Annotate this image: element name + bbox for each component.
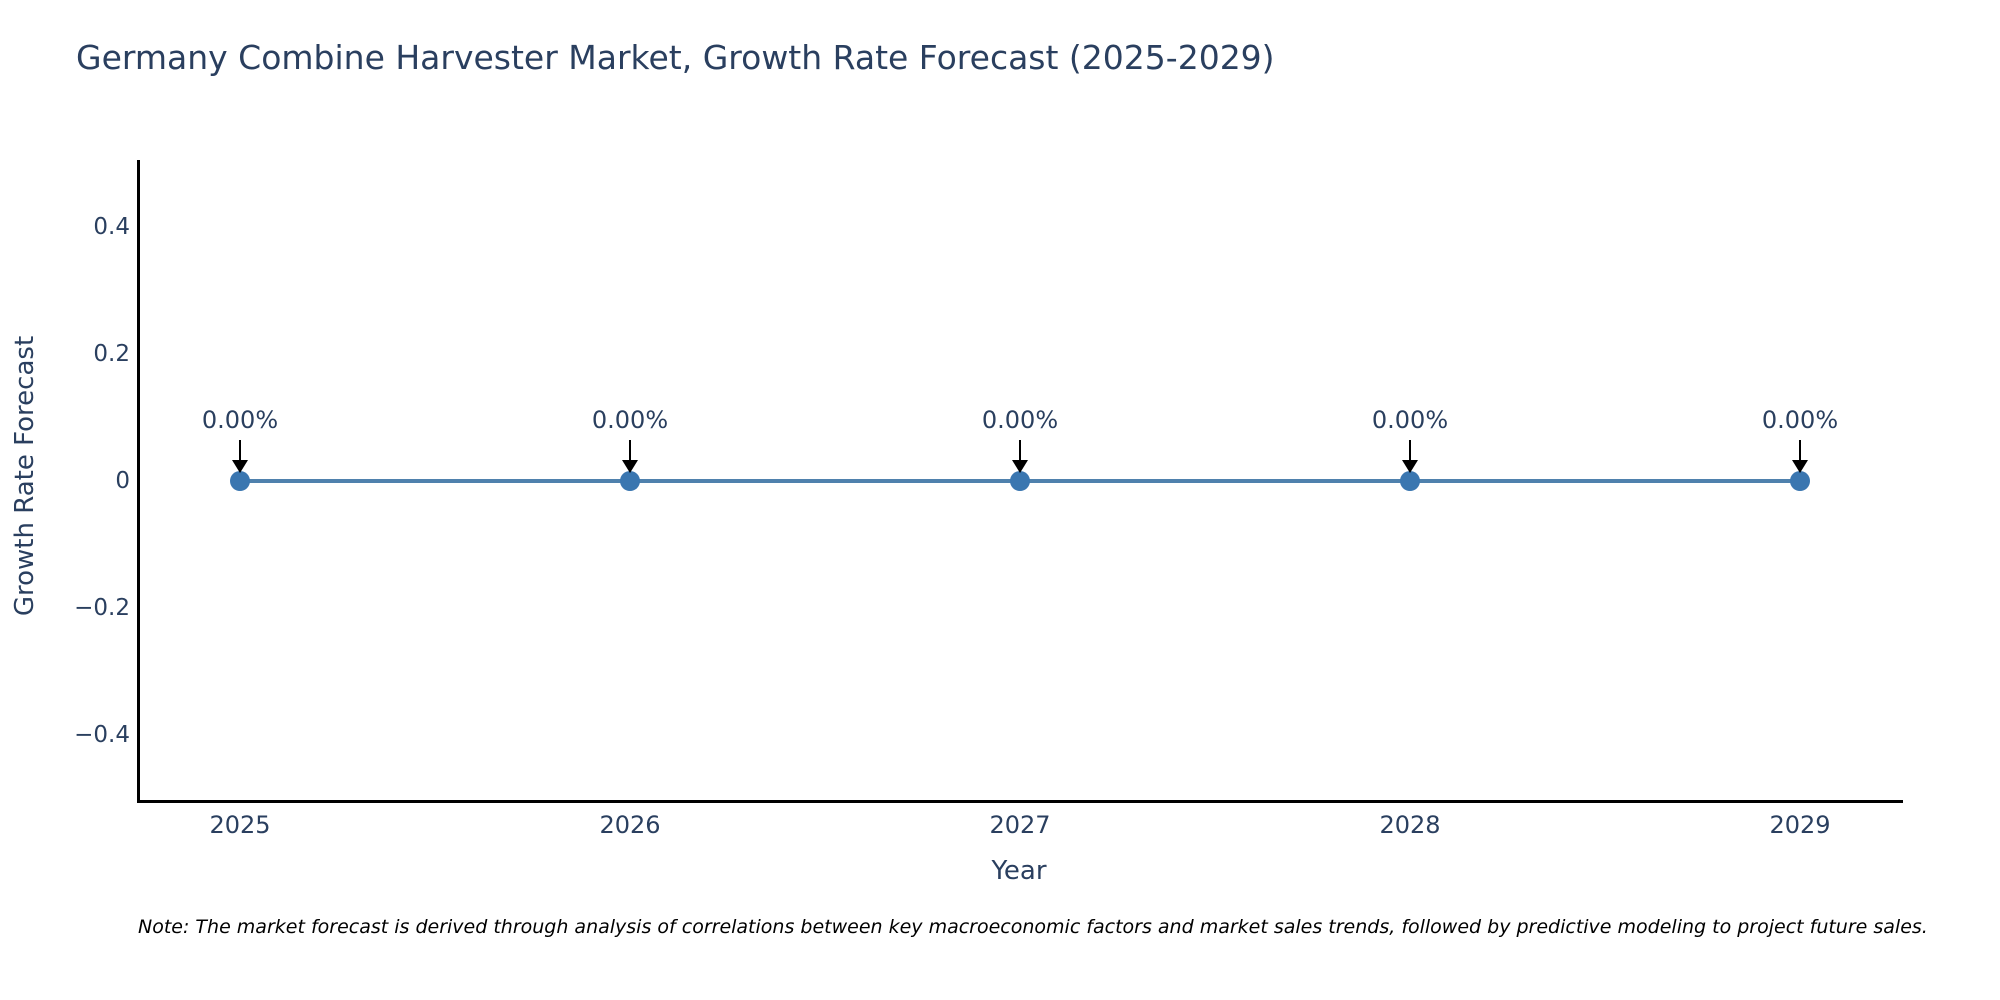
x-tick-label: 2025: [209, 811, 271, 839]
annotation-arrow-stem: [1409, 440, 1411, 462]
data-point-marker: [1790, 471, 1810, 491]
y-tick-label: 0.2: [93, 341, 130, 367]
annotation-arrowhead-icon: [1012, 460, 1028, 473]
data-point-marker: [1400, 471, 1420, 491]
point-annotation-label: 0.00%: [1371, 406, 1449, 434]
point-annotation-label: 0.00%: [591, 406, 669, 434]
data-point-marker: [230, 471, 250, 491]
x-tick-label: 2029: [1769, 811, 1831, 839]
annotation-arrowhead-icon: [1792, 460, 1808, 473]
y-tick-label: 0: [115, 468, 130, 494]
footnote: Note: The market forecast is derived thr…: [138, 916, 1928, 938]
point-annotation-label: 0.00%: [201, 406, 279, 434]
y-tick-label: −0.4: [74, 722, 130, 748]
y-axis-line: [137, 160, 140, 803]
annotation-arrow-stem: [1019, 440, 1021, 462]
data-point-marker: [1010, 471, 1030, 491]
y-tick-label: 0.4: [93, 214, 130, 240]
annotation-arrow-stem: [629, 440, 631, 462]
y-tick-label: −0.2: [74, 595, 130, 621]
annotation-arrowhead-icon: [1402, 460, 1418, 473]
x-tick-label: 2026: [599, 811, 661, 839]
annotation-arrow-stem: [1799, 440, 1801, 462]
x-tick-label: 2027: [989, 811, 1051, 839]
annotation-arrowhead-icon: [232, 460, 248, 473]
data-point-marker: [620, 471, 640, 491]
annotation-arrowhead-icon: [622, 460, 638, 473]
x-axis-line: [137, 800, 1903, 803]
point-annotation-label: 0.00%: [1761, 406, 1839, 434]
point-annotation-label: 0.00%: [981, 406, 1059, 434]
x-tick-label: 2028: [1379, 811, 1441, 839]
y-axis-title: Growth Rate Forecast: [10, 335, 40, 617]
chart-title: Germany Combine Harvester Market, Growth…: [76, 38, 1275, 77]
x-axis-title: Year: [991, 856, 1047, 886]
annotation-arrow-stem: [239, 440, 241, 462]
